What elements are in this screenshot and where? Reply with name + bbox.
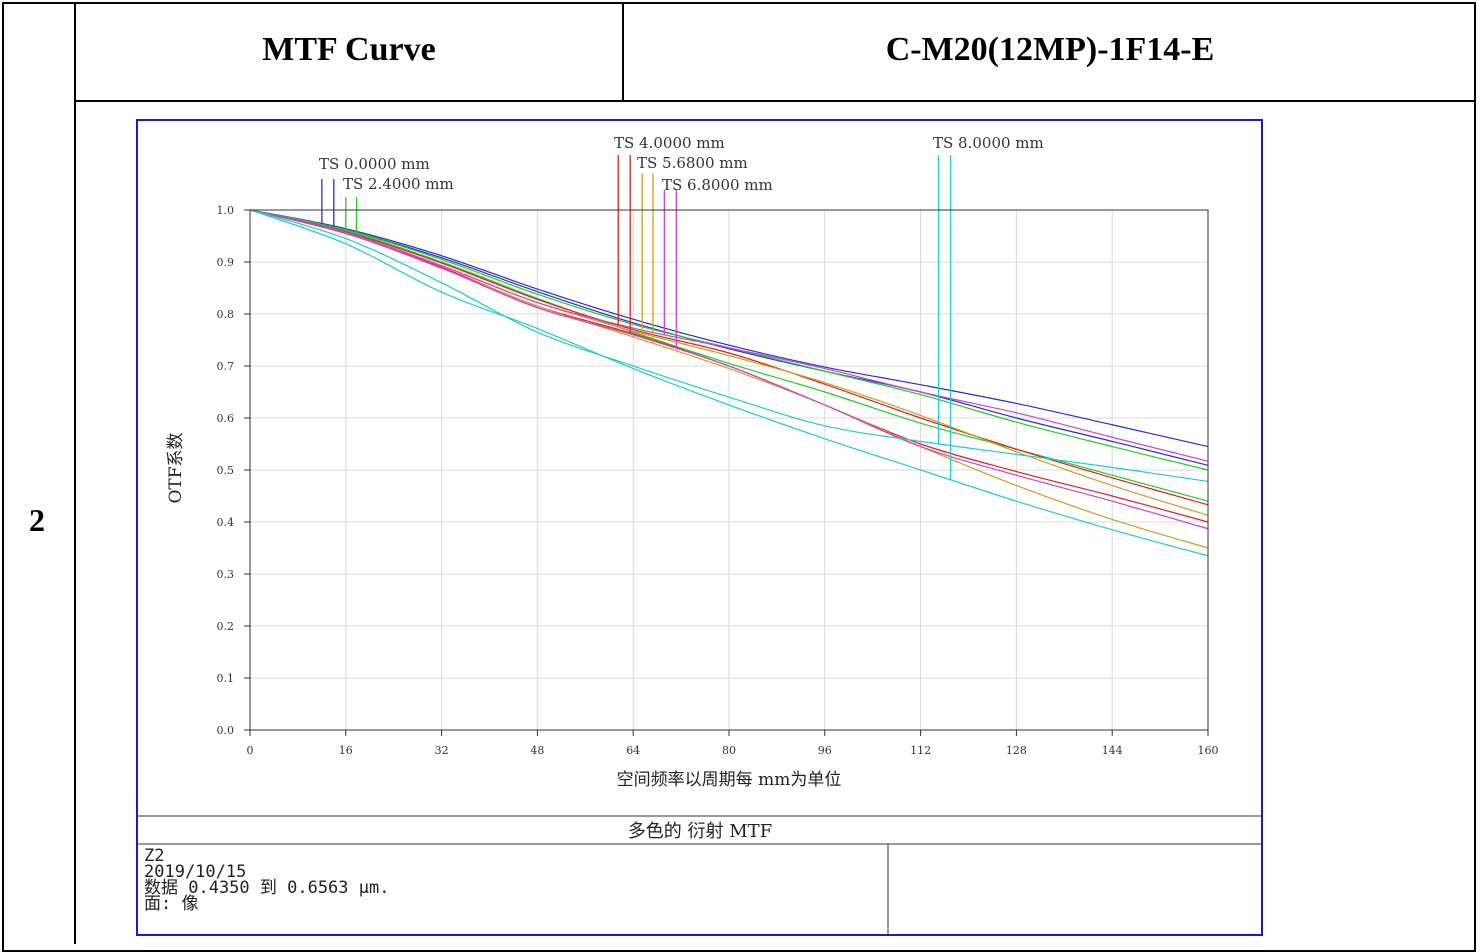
footer-line-4: 面: 像 [144, 894, 199, 914]
chart-frame [136, 119, 1263, 936]
footer-line-1: Z2 [144, 846, 165, 866]
legend-label: TS 0.0000 mm [319, 155, 430, 173]
mtf-series-line [249, 209, 1209, 502]
legend-label: TS 5.6800 mm [637, 154, 748, 172]
y-tick-label: 0.1 [217, 672, 235, 685]
legend-label: TS 4.0000 mm [614, 134, 725, 152]
y-tick-label: 0.0 [217, 724, 235, 737]
y-tick-label: 0.6 [217, 412, 235, 425]
table-header-divider [74, 100, 1476, 102]
mtf-series-line [249, 209, 1209, 530]
table-divider-middle [622, 2, 624, 102]
plot-area-border [249, 209, 1209, 731]
x-tick-label: 128 [1006, 744, 1027, 757]
x-tick-label: 32 [435, 744, 449, 757]
row-number: 2 [29, 501, 45, 538]
legend-label: TS 6.8000 mm [662, 176, 773, 194]
x-tick-label: 64 [626, 744, 640, 757]
footer-info: Z2 2019/10/15 数据 0.4350 到 0.6563 μm. 面: … [144, 846, 390, 914]
footer-line-2: 2019/10/15 [144, 862, 247, 882]
mtf-series-line [249, 209, 1209, 466]
mtf-series-line [249, 209, 1209, 483]
x-tick-label: 0 [247, 744, 254, 757]
y-tick-label: 0.3 [217, 568, 235, 581]
x-tick-label: 160 [1198, 744, 1219, 757]
mtf-series-line [249, 209, 1209, 462]
legend-layer: TS 0.0000 mm TS 2.4000 mm TS 4.0000 mm TS 5… [319, 134, 1044, 480]
x-tick-label: 144 [1102, 744, 1123, 757]
chart-title: 多色的 衍射 MTF [628, 821, 772, 842]
table-divider-left [74, 2, 76, 944]
y-tick-label: 0.5 [217, 464, 235, 477]
footer-line-3: 数据 0.4350 到 0.6563 μm. [144, 878, 390, 898]
y-axis-label: OTF系数 [166, 432, 186, 503]
tick-layer: 0 16 32 48 64 80 96 112 128 144 160 0.0 0.1 0.2 0.3 0.4… [217, 204, 1219, 757]
x-tick-label: 96 [818, 744, 832, 757]
legend-label: TS 2.4000 mm [343, 175, 454, 193]
y-tick-label: 1.0 [217, 204, 235, 217]
legend-label: TS 8.0000 mm [933, 134, 1044, 152]
y-tick-label: 0.2 [217, 620, 235, 633]
y-tick-label: 0.8 [217, 308, 235, 321]
x-tick-label: 48 [530, 744, 544, 757]
header-mtf-curve: MTF Curve [262, 31, 436, 68]
x-tick-label: 80 [722, 744, 736, 757]
grid-layer [249, 209, 1209, 731]
mtf-series-line [249, 209, 1209, 557]
y-tick-label: 0.4 [217, 516, 235, 529]
header-model-name: C-M20(12MP)-1F14-E [885, 31, 1215, 68]
series-layer [249, 209, 1209, 557]
x-tick-label: 16 [339, 744, 353, 757]
x-axis-label: 空间频率以周期每 mm为单位 [617, 770, 842, 790]
mtf-series-line [249, 209, 1209, 448]
mtf-series-line [249, 209, 1209, 506]
y-tick-label: 0.7 [217, 360, 235, 373]
x-tick-label: 112 [910, 744, 931, 757]
y-tick-label: 0.9 [217, 256, 235, 269]
